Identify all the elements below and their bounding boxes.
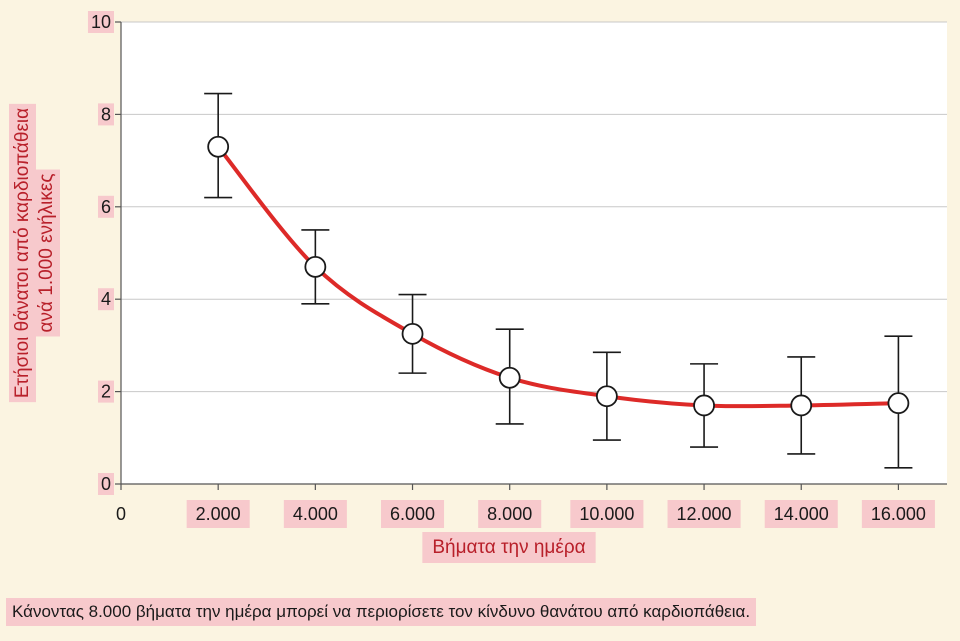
x-tick-label: 4.000 [293, 504, 338, 524]
x-tick-label-group: 10.000 [570, 500, 644, 528]
data-point [693, 394, 715, 417]
y-tick-label: 6 [101, 197, 111, 217]
y-tick-label-group: 6 [97, 195, 114, 218]
y-tick-label-group: 0 [97, 473, 114, 495]
data-point [401, 322, 424, 345]
x-tick-label-group: 16.000 [861, 500, 935, 528]
x-tick-label-group: 14.000 [764, 500, 838, 528]
x-tick-label: 16.000 [871, 504, 926, 524]
y-axis-title-group: Ετήσιοι θάνατοι από καρδιοπάθεια [9, 103, 36, 403]
axes [115, 21, 947, 490]
x-tick-label: 8.000 [487, 504, 532, 524]
data-point [790, 394, 813, 417]
y-tick-label-group: 2 [97, 380, 114, 403]
y-tick-label: 2 [101, 382, 111, 402]
x-tick-label-group: 12.000 [667, 500, 741, 528]
x-tick-label: 12.000 [677, 504, 732, 524]
x-tick-labels: 0 2.000 4.000 6.000 8.000 10.000 12.000 14.000 1… [116, 500, 935, 528]
x-tick-label: 0 [116, 504, 126, 524]
y-tick-label: 0 [101, 474, 111, 494]
x-tick-label: 14.000 [774, 504, 829, 524]
x-tick-label-group: 6.000 [381, 500, 445, 528]
x-tick-label: 10.000 [579, 504, 634, 524]
x-tick-label: 2.000 [196, 504, 241, 524]
data-point [498, 366, 521, 389]
x-axis-title-group: Βήματα την ημέρα [422, 532, 596, 563]
y-tick-label-group: 10 [87, 11, 114, 33]
y-tick-label-group: 8 [97, 103, 114, 126]
x-tick-label-group: 2.000 [186, 500, 250, 528]
gridlines [121, 21, 947, 393]
y-tick-label: 8 [101, 104, 111, 124]
x-tick-label-group: 8.000 [478, 500, 542, 528]
y-tick-label: 10 [91, 12, 111, 32]
data-point [595, 385, 618, 408]
x-tick-label-group: 0 [116, 504, 126, 524]
figure-caption: Κάνοντας 8.000 βήματα την ημέρα μπορεί ν… [6, 598, 757, 626]
y-tick-label-group: 4 [97, 288, 114, 311]
y-axis-title-group-2: ανά 1.000 ενήλικες [33, 169, 60, 337]
x-axis-title: Βήματα την ημέρα [432, 537, 585, 558]
plot-area [121, 22, 947, 484]
x-tick-label-group: 4.000 [283, 500, 347, 528]
data-points [207, 135, 910, 417]
y-tick-labels: 0 2 4 6 8 10 [87, 11, 114, 495]
y-tick-label: 4 [101, 289, 111, 309]
x-tick-label: 6.000 [390, 504, 435, 524]
data-point [207, 135, 230, 158]
data-point [887, 392, 910, 415]
data-point [304, 255, 327, 278]
y-axis-title-line-2: ανά 1.000 ενήλικες [36, 174, 57, 333]
y-axis-title-line-1: Ετήσιοι θάνατοι από καρδιοπάθεια [12, 108, 33, 398]
